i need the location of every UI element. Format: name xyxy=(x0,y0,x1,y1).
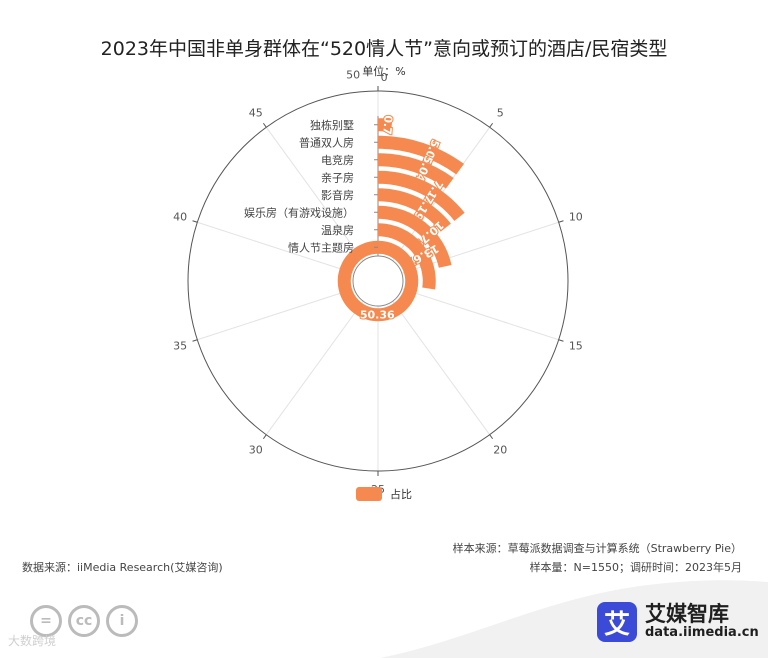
angle-tick xyxy=(192,220,198,223)
angle-tick xyxy=(489,122,494,128)
angle-tick xyxy=(489,434,494,440)
brand-url: data.iimedia.cn xyxy=(645,625,759,641)
cc-license-icons: = cc i xyxy=(30,605,138,637)
category-label: 温泉房 xyxy=(321,223,354,237)
legend-label: 占比 xyxy=(390,488,412,501)
polar-bar[interactable] xyxy=(378,135,464,175)
sample-source: 样本来源：草莓派数据调查与计算系统（Strawberry Pie） xyxy=(452,542,742,555)
cc-by-icon: i xyxy=(106,605,138,637)
angle-tick xyxy=(262,122,267,128)
legend-swatch xyxy=(356,487,382,501)
angle-tick xyxy=(558,339,564,342)
angle-tick-label: 5 xyxy=(497,107,504,120)
polar-bar[interactable] xyxy=(378,118,393,132)
category-label: 娱乐房（有游戏设施） xyxy=(244,205,354,219)
inner-circle xyxy=(352,255,404,307)
polar-bar-chart: 05101520253035404550独栋别墅0.7普通双人房5.04电竞房5… xyxy=(173,68,583,496)
category-label: 影音房 xyxy=(321,188,354,202)
angle-tick-label: 20 xyxy=(493,443,507,456)
angle-tick xyxy=(192,339,198,342)
brand-name: 艾媒智库 xyxy=(645,602,729,627)
polar-bar[interactable] xyxy=(378,223,436,290)
polar-bar[interactable] xyxy=(378,170,465,221)
category-label: 亲子房 xyxy=(321,170,354,184)
category-label: 独栋别墅 xyxy=(310,118,354,132)
angle-tick-label: 15 xyxy=(569,339,583,352)
data-source: 数据来源：iiMedia Research(艾媒咨询) xyxy=(22,561,223,574)
cc-icon: cc xyxy=(68,605,100,637)
polar-bar[interactable] xyxy=(378,188,451,232)
polar-bar[interactable] xyxy=(337,240,419,322)
angle-tick-label: 40 xyxy=(173,211,187,224)
brand-block: 艾 艾媒智库 data.iimedia.cn xyxy=(597,602,759,642)
polar-bar[interactable] xyxy=(378,153,454,189)
chart-title: 2023年中国非单身群体在“520情人节”意向或预订的酒店/民宿类型 xyxy=(100,38,668,60)
cc-nd-icon: = xyxy=(30,605,62,637)
watermark: 大数跨境 xyxy=(8,634,57,648)
category-label: 电竞房 xyxy=(321,153,354,167)
chart-unit: 单位：% xyxy=(362,65,406,78)
brand-logo-icon: 艾 xyxy=(597,602,637,642)
category-label: 情人节主题房 xyxy=(288,241,354,254)
angle-tick xyxy=(558,220,564,223)
data-label: 50.36 xyxy=(360,309,395,322)
legend[interactable]: 占比 xyxy=(356,486,412,502)
angle-tick-label: 30 xyxy=(249,443,263,456)
angle-tick-label: 50 xyxy=(346,68,360,81)
angle-tick xyxy=(262,434,267,440)
footer-wave-decoration xyxy=(380,580,768,658)
angle-tick-label: 10 xyxy=(569,211,583,224)
sample-info: 样本量：N=1550；调研时间：2023年5月 xyxy=(529,561,742,574)
polar-bar[interactable] xyxy=(378,205,452,268)
angle-tick-label: 0 xyxy=(381,71,388,84)
category-label: 普通双人房 xyxy=(299,135,354,149)
angle-tick-label: 45 xyxy=(249,107,263,120)
data-label: 0.7 xyxy=(380,115,394,135)
angle-tick-label: 35 xyxy=(173,339,187,352)
